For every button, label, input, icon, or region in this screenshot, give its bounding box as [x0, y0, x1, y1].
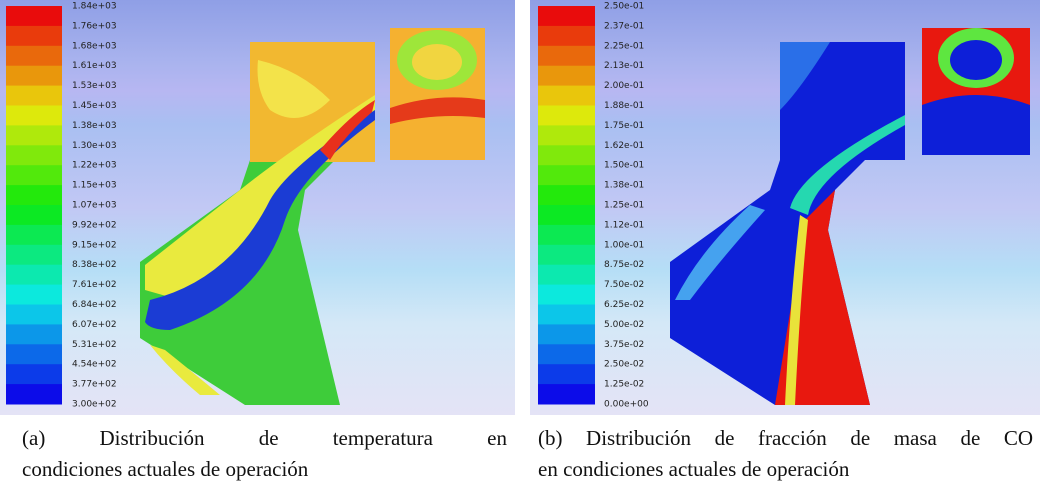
colorbar-label: 9.92e+02: [72, 220, 117, 230]
caption-line: en condiciones actuales de operación: [538, 454, 1033, 485]
colorbar-label: 2.00e-01: [604, 81, 644, 91]
colorbar-band: [6, 86, 62, 106]
colorbar-band: [538, 324, 595, 344]
colorbar-band: [6, 145, 62, 165]
colorbar-label: 1.00e-01: [604, 240, 644, 250]
colorbar-band: [538, 245, 595, 265]
colorbar-label: 1.62e-01: [604, 141, 644, 151]
colorbar-band: [538, 205, 595, 225]
colorbar-label: 1.75e-01: [604, 121, 644, 131]
colorbar-band: [538, 66, 595, 86]
colorbar-label: 3.77e+02: [72, 380, 117, 390]
colorbar-label: 1.07e+03: [72, 201, 117, 211]
colorbar-band: [6, 285, 62, 305]
colorbar-band: [538, 145, 595, 165]
colorbar-label: 9.15e+02: [72, 240, 117, 250]
colorbar-band: [6, 225, 62, 245]
page: 1.84e+03 1.76e+03 1.68e+03 1.61e+03 1.53e+03…: [0, 0, 1040, 491]
colorbar-band: [6, 344, 62, 364]
colorbar-label: 1.84e+03: [72, 2, 117, 12]
colorbar-band: [6, 245, 62, 265]
colorbar-band: [538, 344, 595, 364]
colorbar-band: [538, 165, 595, 185]
colorbar-label: 7.50e-02: [604, 280, 644, 290]
caption-line: (a) Distribución de temperatura en: [22, 423, 507, 454]
colorbar-band: [6, 66, 62, 86]
colorbar-band: [538, 285, 595, 305]
colorbar-band: [6, 305, 62, 325]
colorbar-band: [538, 125, 595, 145]
caption-a: (a) Distribución de temperatura en condi…: [22, 423, 507, 485]
caption-b: (b) Distribución de fracción de masa de …: [538, 423, 1033, 485]
colorbar-label: 1.50e-01: [604, 161, 644, 171]
colorbar-band: [6, 165, 62, 185]
colorbar-band: [6, 46, 62, 66]
colorbar-label: 1.53e+03: [72, 81, 117, 91]
colorbar-label: 6.07e+02: [72, 320, 117, 330]
colorbar-band: [538, 225, 595, 245]
colorbar-band: [538, 46, 595, 66]
colorbar-band: [538, 6, 595, 26]
colorbar-label: 3.75e-02: [604, 340, 644, 350]
colorbar-band: [6, 384, 62, 404]
colorbar-band: [538, 185, 595, 205]
colorbar-band: [6, 26, 62, 46]
colorbar-band: [6, 364, 62, 384]
colorbar-label: 1.76e+03: [72, 21, 117, 31]
colorbar-band: [6, 265, 62, 285]
colorbar-label: 3.00e+02: [72, 400, 117, 410]
colorbar-label: 2.37e-01: [604, 21, 644, 31]
colorbar-label: 1.45e+03: [72, 101, 117, 111]
colorbar-band: [6, 6, 62, 26]
colorbar-band: [538, 305, 595, 325]
colorbar-label: 1.68e+03: [72, 41, 117, 51]
colorbar-band: [538, 106, 595, 126]
colorbar-band: [6, 125, 62, 145]
colorbar-label: 5.00e-02: [604, 320, 644, 330]
colorbar-label: 2.13e-01: [604, 61, 644, 71]
colorbar-label: 6.84e+02: [72, 300, 117, 310]
colorbar-band: [538, 384, 595, 404]
colorbar-label: 1.38e-01: [604, 181, 644, 191]
colorbar-label: 2.50e-02: [604, 360, 644, 370]
colorbar-label: 1.12e-01: [604, 220, 644, 230]
colorbar-label: 1.88e-01: [604, 101, 644, 111]
colorbar-label: 0.00e+00: [604, 400, 649, 410]
colorbar-band: [6, 324, 62, 344]
colorbar-band: [538, 26, 595, 46]
colorbar-label: 2.25e-01: [604, 41, 644, 51]
caption-line: (b) Distribución de fracción de masa de …: [538, 423, 1033, 454]
colorbar-label: 1.38e+03: [72, 121, 117, 131]
colorbar-label: 1.25e-02: [604, 380, 644, 390]
colorbar-band: [538, 364, 595, 384]
colorbar-label: 1.22e+03: [72, 161, 117, 171]
figure: 1.84e+03 1.76e+03 1.68e+03 1.61e+03 1.53e+03…: [0, 0, 1040, 420]
colorbar-label: 1.61e+03: [72, 61, 117, 71]
colorbar-band: [6, 205, 62, 225]
caption-line: condiciones actuales de operación: [22, 454, 507, 485]
colorbar-label: 8.38e+02: [72, 260, 117, 270]
colorbar-band: [538, 86, 595, 106]
colorbar-label: 1.30e+03: [72, 141, 117, 151]
colorbar-label: 4.54e+02: [72, 360, 117, 370]
colorbar-label: 8.75e-02: [604, 260, 644, 270]
colorbar-label: 7.61e+02: [72, 280, 117, 290]
colorbar-label: 6.25e-02: [604, 300, 644, 310]
colorbar-label: 1.25e-01: [604, 201, 644, 211]
colorbar-label: 1.15e+03: [72, 181, 117, 191]
colorbar-band: [6, 106, 62, 126]
colorbar-label: 2.50e-01: [604, 2, 644, 12]
colorbar-band: [6, 185, 62, 205]
colorbar-band: [538, 265, 595, 285]
colorbar-label: 5.31e+02: [72, 340, 117, 350]
